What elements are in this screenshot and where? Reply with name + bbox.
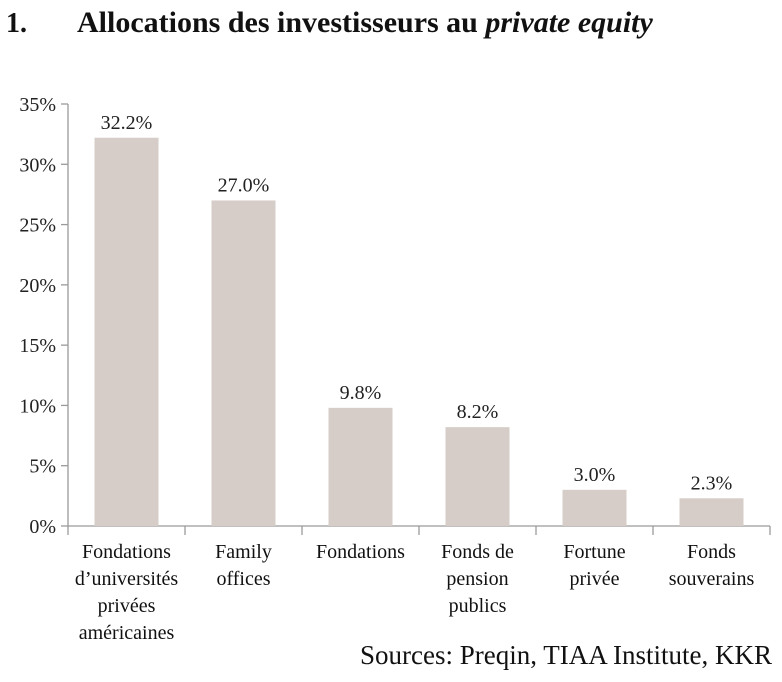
category-label: Fonds de pension publics [441, 541, 514, 617]
bar [445, 427, 510, 526]
y-tick-label: 30% [19, 154, 56, 176]
bar [328, 407, 393, 526]
category-label-line: américaines [79, 622, 175, 640]
bar [679, 498, 744, 526]
category-label-line: publics [449, 595, 507, 617]
data-label: 2.3% [691, 472, 733, 494]
category-label-line: Fonds [687, 541, 736, 563]
bar [211, 200, 276, 526]
chart-title: Allocations des investisseurs au private… [77, 6, 653, 40]
category-label-line: Family [215, 541, 272, 563]
category-label-line: pension [446, 568, 508, 590]
category-label: Fonds souverains [669, 541, 755, 590]
category-label-line: privées [98, 595, 156, 617]
data-label: 3.0% [574, 464, 616, 486]
category-label-line: offices [216, 568, 270, 590]
data-label: 9.8% [340, 382, 382, 404]
category-label-line: privée [570, 568, 620, 590]
y-tick-label: 15% [19, 335, 56, 357]
category-label-line: Fortune [563, 541, 625, 563]
chart-title-main: Allocations des investisseurs au [77, 6, 478, 39]
y-tick-label: 35% [19, 94, 56, 116]
figure-number: 1. [6, 8, 27, 39]
y-tick-label: 5% [29, 456, 56, 478]
y-tick-label: 10% [19, 395, 56, 417]
chart-title-italic: private equity [485, 6, 653, 39]
category-label: Fortune privée [563, 541, 625, 590]
source-note: Sources: Preqin, TIAA Institute, KKR [360, 640, 772, 670]
y-tick-label: 20% [19, 275, 56, 297]
category-label-line: d’universités [75, 568, 179, 590]
category-label: Family offices [215, 541, 272, 590]
bar [562, 489, 627, 526]
category-label-line: souverains [669, 568, 755, 590]
category-label-line: Fonds de [441, 541, 514, 563]
bar [94, 137, 159, 526]
data-label: 8.2% [457, 401, 499, 423]
data-label: 27.0% [218, 174, 270, 196]
category-label: Fondations d’universités privées américaine… [75, 541, 179, 640]
category-label-line: Fondations [316, 541, 405, 563]
bar-chart: 0% 5% 10% 15% 20% 25% 30% 35% 32.2% Fondations d’u… [19, 94, 771, 640]
y-tick-label: 25% [19, 215, 56, 237]
data-label: 32.2% [101, 112, 153, 134]
chart-header: 1. Allocations des investisseurs au priv… [0, 0, 782, 60]
category-label: Fondations [316, 541, 405, 563]
y-tick-label: 0% [29, 516, 56, 538]
category-label-line: Fondations [82, 541, 171, 563]
